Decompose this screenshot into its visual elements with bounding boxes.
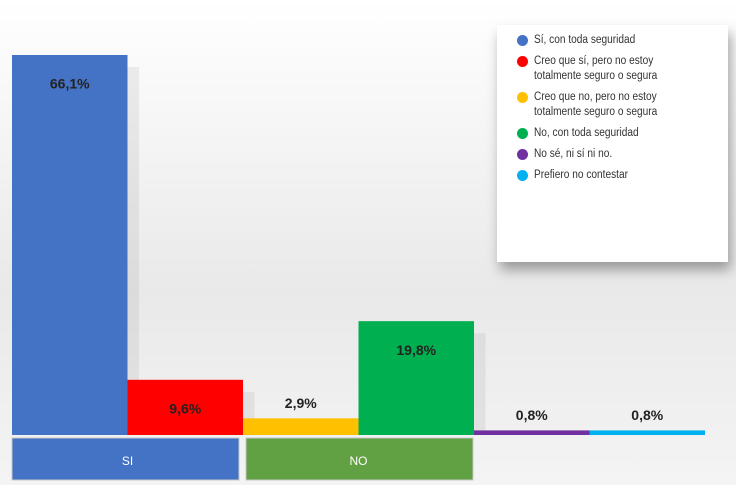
legend-dot — [517, 170, 528, 181]
value-label: 19,8% — [396, 342, 436, 358]
bar — [243, 418, 359, 435]
legend-label: No sé, ni sí ni no. — [534, 148, 613, 160]
value-label: 2,9% — [285, 395, 317, 411]
legend-label: Sí, con toda seguridad — [534, 34, 636, 46]
legend-entry: No sé, ni sí ni no. — [517, 147, 720, 162]
legend-dot — [517, 149, 528, 160]
legend-dot — [517, 92, 528, 103]
legend-label: Creo que no, pero no estoy totalmente se… — [534, 91, 658, 118]
bar — [12, 55, 128, 435]
legend-label: Creo que sí, pero no estoy totalmente se… — [534, 55, 658, 82]
legend: Sí, con toda seguridad Creo que sí, pero … — [497, 25, 728, 262]
legend-entry: No, con toda seguridad — [517, 126, 720, 141]
group-box — [11, 437, 240, 481]
group-label: NO — [350, 454, 368, 468]
bar — [358, 321, 474, 435]
bar — [127, 379, 243, 435]
legend-entry: Creo que sí, pero no estoy totalmente se… — [517, 54, 720, 84]
group-box — [245, 437, 474, 481]
legend-label: No, con toda seguridad — [534, 127, 639, 139]
legend-dot — [517, 56, 528, 67]
bar — [474, 430, 590, 435]
bar — [589, 430, 705, 435]
value-label: 0,8% — [631, 407, 663, 423]
legend-label: Prefiero no contestar — [534, 169, 628, 181]
value-label: 66,1% — [50, 76, 90, 92]
legend-dot — [517, 35, 528, 46]
value-label: 0,8% — [516, 407, 548, 423]
legend-entry: Creo que no, pero no estoy totalmente se… — [517, 90, 720, 120]
value-label: 9,6% — [169, 401, 201, 417]
legend-dot — [517, 128, 528, 139]
legend-entry: Sí, con toda seguridad — [517, 33, 720, 48]
group-label: SI — [122, 454, 133, 468]
legend-entry: Prefiero no contestar — [517, 168, 720, 183]
